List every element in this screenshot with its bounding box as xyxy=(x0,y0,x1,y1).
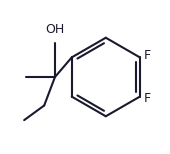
Text: F: F xyxy=(144,49,151,62)
Text: OH: OH xyxy=(45,23,65,36)
Text: F: F xyxy=(144,92,151,105)
